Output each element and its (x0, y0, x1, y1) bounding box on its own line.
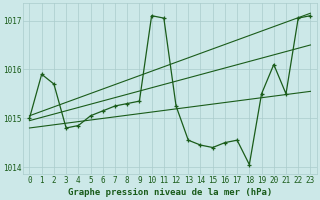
X-axis label: Graphe pression niveau de la mer (hPa): Graphe pression niveau de la mer (hPa) (68, 188, 272, 197)
